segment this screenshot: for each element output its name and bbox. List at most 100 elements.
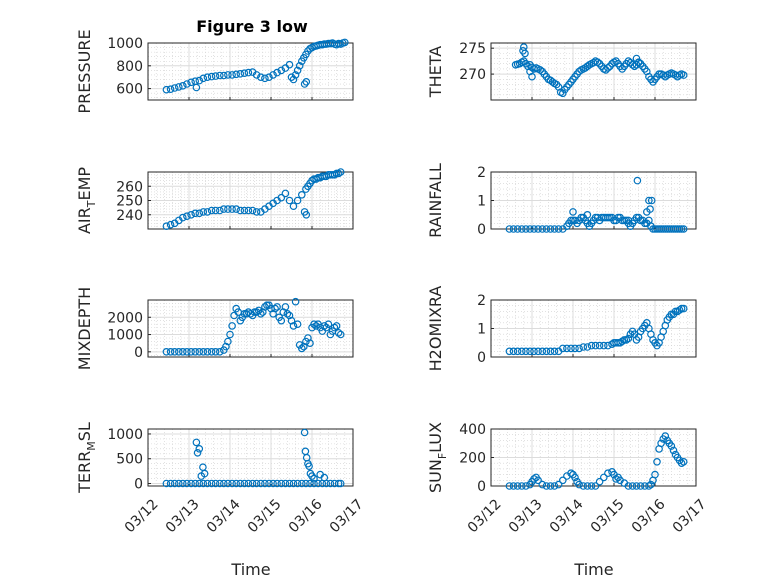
data-series bbox=[162, 297, 345, 356]
data-point bbox=[179, 82, 187, 90]
data-point bbox=[546, 347, 555, 356]
data-point bbox=[285, 196, 294, 205]
data-point bbox=[604, 64, 612, 72]
y-tick-label: 1000 bbox=[107, 36, 143, 52]
data-point bbox=[310, 479, 318, 488]
data-point bbox=[179, 347, 187, 356]
data-point bbox=[326, 479, 335, 488]
data-series bbox=[511, 43, 688, 98]
data-point bbox=[567, 344, 575, 353]
data-point bbox=[300, 428, 309, 437]
data-point bbox=[336, 168, 345, 176]
data-point bbox=[195, 347, 204, 356]
data-point bbox=[199, 74, 208, 83]
data-point bbox=[513, 347, 522, 356]
data-point bbox=[175, 83, 183, 91]
x-tick-label: 03/16 bbox=[629, 496, 669, 536]
data-point bbox=[509, 225, 518, 233]
data-point bbox=[624, 57, 633, 65]
data-point bbox=[191, 479, 200, 488]
data-point bbox=[587, 482, 596, 490]
data-point bbox=[175, 347, 183, 356]
data-point bbox=[203, 208, 212, 216]
data-point bbox=[166, 85, 175, 94]
data-point bbox=[277, 193, 286, 202]
data-point bbox=[207, 347, 216, 356]
data-point bbox=[162, 222, 171, 231]
y-tick-label: 270 bbox=[459, 67, 486, 83]
data-point bbox=[289, 75, 298, 84]
data-point bbox=[293, 479, 302, 488]
data-point bbox=[195, 479, 204, 488]
data-point bbox=[273, 303, 281, 311]
y-axis-label: PRESSURE bbox=[75, 29, 94, 113]
data-point bbox=[236, 206, 245, 215]
data-point bbox=[526, 347, 534, 356]
y-tick-label: 1 bbox=[477, 194, 486, 210]
data-point bbox=[191, 347, 200, 356]
data-point bbox=[192, 438, 201, 447]
data-point bbox=[199, 347, 208, 356]
y-tick-label: 0 bbox=[134, 345, 143, 361]
data-point bbox=[291, 71, 300, 79]
data-point bbox=[261, 74, 269, 83]
data-point bbox=[645, 196, 653, 205]
data-point bbox=[224, 205, 232, 213]
data-point bbox=[591, 341, 600, 350]
data-point bbox=[216, 71, 224, 80]
data-point bbox=[320, 473, 329, 482]
data-point bbox=[240, 206, 249, 215]
data-point bbox=[297, 191, 306, 199]
x-tick-label: 03/15 bbox=[245, 496, 285, 536]
data-point bbox=[651, 470, 659, 479]
data-point bbox=[583, 211, 592, 219]
data-point bbox=[244, 206, 253, 215]
data-point bbox=[187, 479, 195, 488]
figure-title: Figure 3 low bbox=[196, 17, 308, 36]
data-point bbox=[310, 320, 318, 329]
data-point bbox=[228, 71, 236, 79]
x-tick-label: 03/14 bbox=[547, 496, 587, 536]
y-axis-label: MIXDEPTH bbox=[75, 287, 94, 370]
data-point bbox=[195, 444, 204, 453]
y-axis-label: AIRTEMP bbox=[75, 167, 98, 234]
data-point bbox=[558, 344, 567, 353]
data-point bbox=[628, 482, 637, 490]
data-point bbox=[336, 479, 345, 488]
data-point bbox=[216, 347, 224, 356]
data-point bbox=[509, 482, 518, 490]
data-point bbox=[195, 76, 204, 85]
y-tick-label: 250 bbox=[116, 194, 143, 210]
data-point bbox=[236, 479, 245, 488]
y-tick-label: 400 bbox=[459, 422, 486, 438]
data-point bbox=[538, 347, 547, 356]
data-point bbox=[183, 80, 191, 88]
data-point bbox=[192, 83, 201, 92]
data-point bbox=[211, 347, 220, 356]
x-tick-label: 03/12 bbox=[465, 496, 505, 536]
y-tick-label: 2 bbox=[477, 293, 486, 309]
y-tick-label: 0 bbox=[477, 222, 486, 238]
axes-frame bbox=[147, 428, 354, 487]
data-point bbox=[281, 479, 290, 488]
data-point bbox=[571, 344, 579, 353]
data-point bbox=[526, 225, 534, 233]
data-point bbox=[542, 347, 551, 356]
data-point bbox=[199, 208, 208, 216]
data-point bbox=[536, 66, 545, 74]
y-tick-label: 2 bbox=[477, 165, 486, 181]
y-tick-label: 200 bbox=[459, 451, 486, 467]
data-point bbox=[324, 320, 333, 329]
data-point bbox=[522, 347, 530, 356]
subplot-terr_msl: 03/12 03/13 03/14 03/15 03/16 03/17 0 500 1000 TE… bbox=[75, 422, 367, 536]
data-point bbox=[677, 304, 686, 313]
data-point bbox=[293, 320, 302, 329]
x-tick-label: 03/12 bbox=[122, 496, 162, 536]
data-point bbox=[256, 479, 265, 488]
data-point bbox=[283, 309, 292, 318]
data-point bbox=[550, 482, 559, 490]
data-point bbox=[179, 479, 187, 488]
data-point bbox=[265, 479, 273, 488]
